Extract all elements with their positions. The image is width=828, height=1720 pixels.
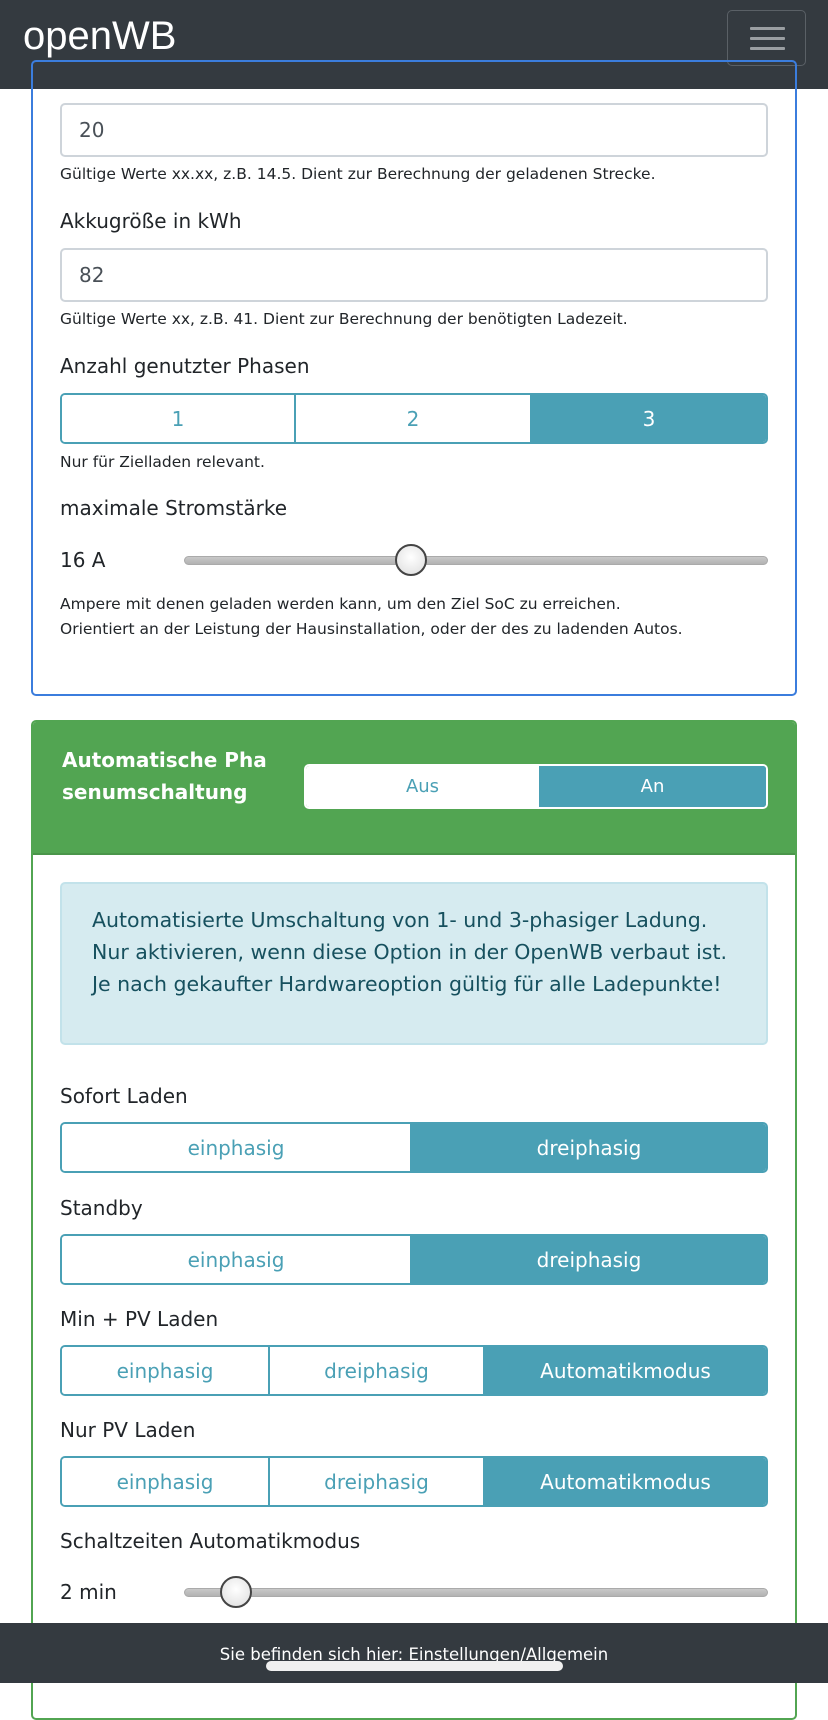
current-help-2: Orientiert an der Leistung der Hausinsta… [60, 620, 683, 638]
footer: Sie befinden sich hier: Einstellungen/Al… [0, 1623, 828, 1683]
minpv-einphasig-button[interactable]: einphasig [62, 1347, 270, 1394]
nurpv-button-group: einphasig dreiphasig Automatikmodus [60, 1456, 768, 1507]
nurpv-einphasig-button[interactable]: einphasig [62, 1458, 270, 1505]
breadcrumb: Sie befinden sich hier: Einstellungen/Al… [219, 1645, 609, 1664]
current-label: maximale Stromstärke [60, 496, 288, 520]
brand-logo[interactable]: openWB [23, 14, 177, 58]
phase-switch-card: Automatische Phasenumschaltung Aus An [31, 720, 797, 1720]
phase-3-button[interactable]: 3 [532, 395, 766, 442]
switch-time-label: Schaltzeiten Automatikmodus [60, 1529, 361, 1553]
navbar: openWB [0, 0, 828, 89]
phase-2-button[interactable]: 2 [296, 395, 532, 442]
nurpv-automatik-button[interactable]: Automatikmodus [485, 1458, 766, 1505]
phases-label: Anzahl genutzter Phasen [60, 354, 310, 378]
standby-label: Standby [60, 1196, 143, 1220]
phase-switch-card-header: Automatische Phasenumschaltung Aus An [33, 722, 795, 855]
minpv-button-group: einphasig dreiphasig Automatikmodus [60, 1345, 768, 1396]
phase-switch-title: Automatische Phasenumschaltung [62, 748, 267, 804]
standby-button-group: einphasig dreiphasig [60, 1234, 768, 1285]
menu-toggle-button[interactable] [727, 10, 806, 66]
consumption-input[interactable]: 20 [60, 103, 768, 157]
standby-dreiphasig-button[interactable]: dreiphasig [412, 1236, 766, 1283]
toggle-on-button[interactable]: An [539, 766, 766, 807]
minpv-dreiphasig-button[interactable]: dreiphasig [270, 1347, 485, 1394]
switch-time-value: 2 min [60, 1580, 117, 1604]
battery-input[interactable]: 82 [60, 248, 768, 302]
standby-einphasig-button[interactable]: einphasig [62, 1236, 412, 1283]
phase-1-button[interactable]: 1 [62, 395, 296, 442]
battery-label: Akkugröße in kWh [60, 209, 242, 233]
phases-help: Nur für Zielladen relevant. [60, 453, 265, 471]
sofort-label: Sofort Laden [60, 1084, 188, 1108]
info-alert: Automatisierte Umschaltung von 1- und 3-… [60, 882, 768, 1045]
sofort-button-group: einphasig dreiphasig [60, 1122, 768, 1173]
minpv-label: Min + PV Laden [60, 1307, 219, 1331]
battery-help: Gültige Werte xx, z.B. 41. Dient zur Ber… [60, 310, 628, 328]
current-slider-thumb[interactable] [395, 544, 427, 576]
hamburger-icon [750, 37, 785, 40]
home-indicator [266, 1661, 563, 1671]
hamburger-icon [750, 47, 785, 50]
current-value: 16 A [60, 548, 106, 572]
minpv-automatik-button[interactable]: Automatikmodus [485, 1347, 766, 1394]
nurpv-label: Nur PV Laden [60, 1418, 196, 1442]
hamburger-icon [750, 27, 785, 30]
sofort-dreiphasig-button[interactable]: dreiphasig [412, 1124, 766, 1171]
phases-button-group: 1 2 3 [60, 393, 768, 444]
toggle-off-button[interactable]: Aus [306, 766, 539, 807]
switch-time-slider-thumb[interactable] [220, 1576, 252, 1608]
vehicle-card [31, 60, 797, 696]
switch-time-slider[interactable] [184, 1588, 768, 1597]
sofort-einphasig-button[interactable]: einphasig [62, 1124, 412, 1171]
phase-switch-toggle: Aus An [304, 764, 768, 809]
current-slider[interactable] [184, 556, 768, 565]
consumption-help: Gültige Werte xx.xx, z.B. 14.5. Dient zu… [60, 165, 656, 183]
current-help-1: Ampere mit denen geladen werden kann, um… [60, 595, 621, 613]
nurpv-dreiphasig-button[interactable]: dreiphasig [270, 1458, 485, 1505]
